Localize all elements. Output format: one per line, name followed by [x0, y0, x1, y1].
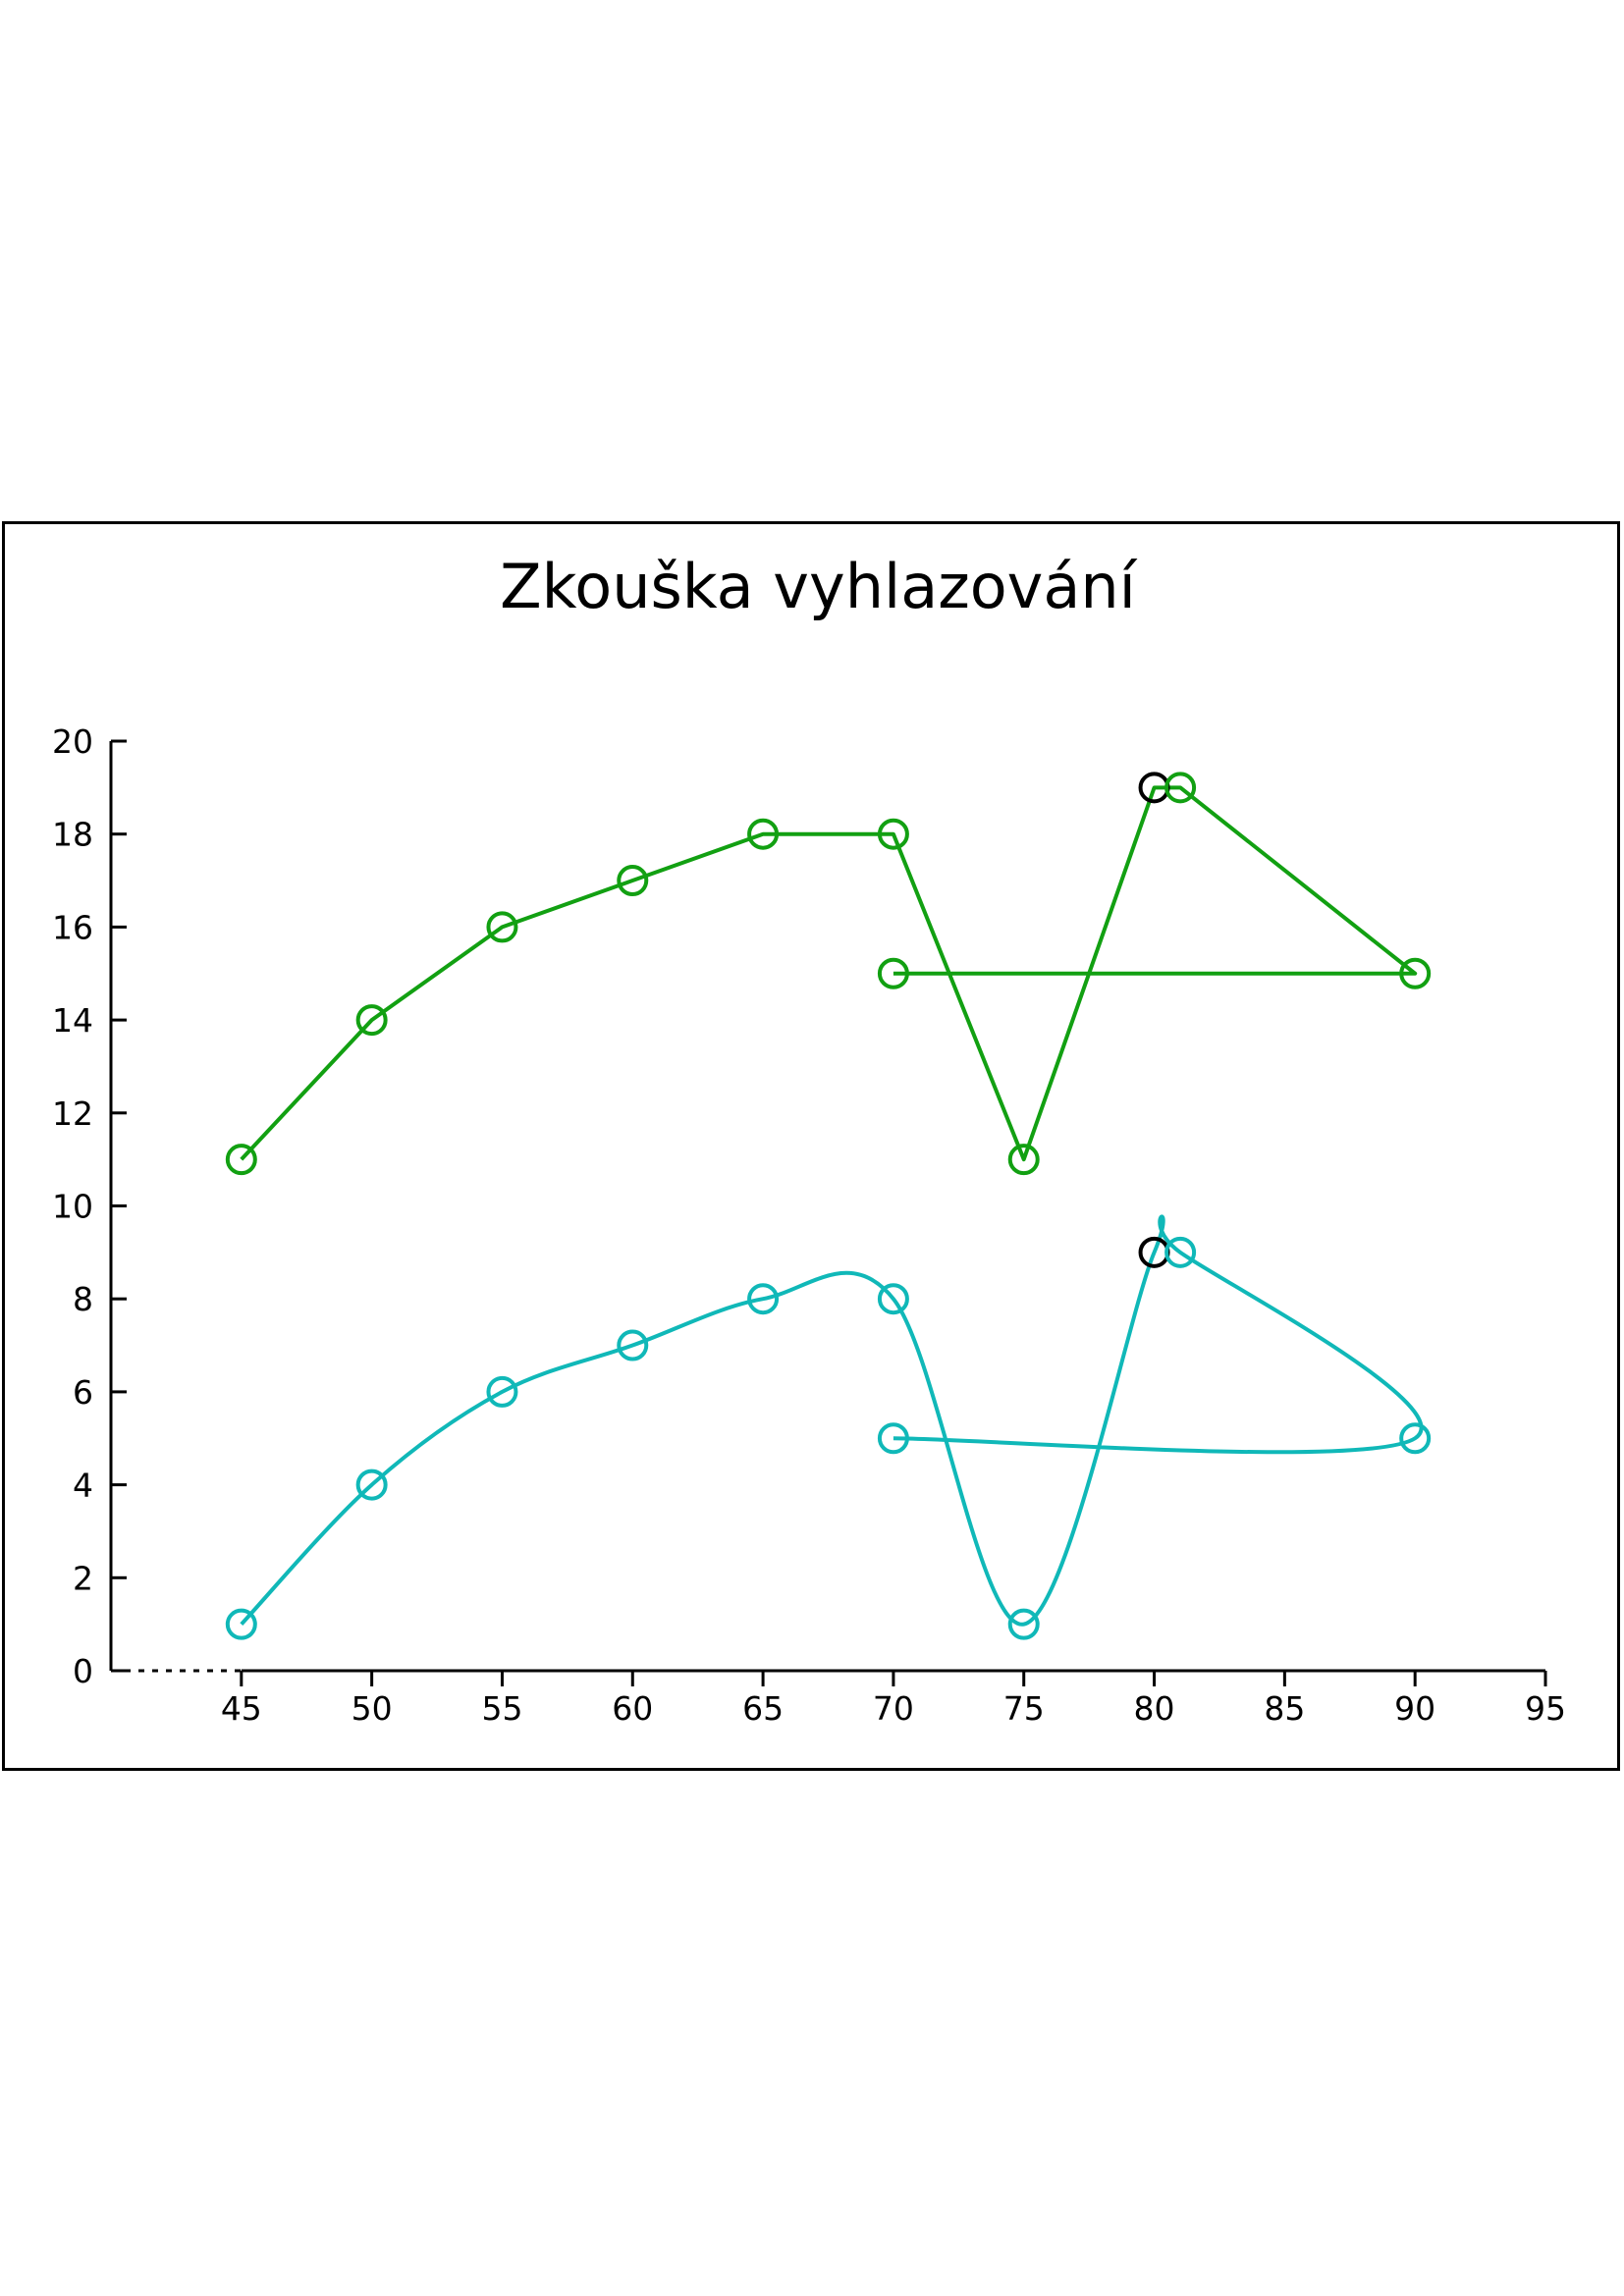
data-point — [877, 1422, 909, 1455]
data-point — [1164, 772, 1197, 804]
x-tick-label: 65 — [742, 1689, 784, 1728]
series-layer — [225, 772, 1432, 1640]
chart-frame: Zkouška vyhlazování 0 2 4 6 8 10 12 14 16 18 20 45 5… — [2, 521, 1620, 1771]
y-tick-label: 20 — [52, 722, 93, 761]
data-point — [355, 1468, 388, 1501]
data-point — [617, 1329, 649, 1362]
y-tick-label: 0 — [73, 1652, 93, 1690]
data-point — [877, 818, 909, 850]
y-tick-label: 2 — [73, 1559, 93, 1597]
data-point — [747, 818, 780, 850]
data-point — [877, 1283, 909, 1315]
y-tick-label: 10 — [52, 1188, 93, 1226]
x-tick-label: 55 — [481, 1689, 522, 1728]
chart-title: Zkouška vyhlazování — [500, 551, 1138, 622]
data-point — [1399, 957, 1432, 989]
x-tick-label: 70 — [873, 1689, 914, 1728]
data-point — [1007, 1144, 1040, 1176]
data-point — [1164, 1236, 1197, 1268]
data-point — [486, 1375, 518, 1408]
x-tick-label: 80 — [1134, 1689, 1175, 1728]
data-point — [877, 957, 909, 989]
x-tick-label: 95 — [1525, 1689, 1566, 1728]
data-point — [1007, 1608, 1040, 1640]
data-point — [486, 911, 518, 943]
series-1-line — [240, 785, 1418, 1162]
series-1 — [225, 772, 1432, 1176]
chart-plot: Zkouška vyhlazování 0 2 4 6 8 10 12 14 16 18 20 45 5… — [52, 551, 1566, 1728]
data-point — [1399, 1422, 1432, 1455]
x-tick-label: 75 — [1003, 1689, 1045, 1728]
x-tick-label: 60 — [612, 1689, 653, 1728]
data-point — [225, 1144, 257, 1176]
data-point — [747, 1283, 780, 1315]
x-tick-label: 45 — [221, 1689, 262, 1728]
data-point — [617, 865, 649, 897]
y-tick-label: 6 — [73, 1373, 93, 1412]
y-tick-label: 16 — [52, 908, 93, 946]
y-tick-label: 8 — [73, 1280, 93, 1318]
x-tick-label: 85 — [1264, 1689, 1305, 1728]
series-2 — [225, 1214, 1432, 1640]
y-tick-label: 12 — [52, 1095, 93, 1133]
y-tick-label: 4 — [73, 1467, 93, 1505]
x-tick-label: 50 — [352, 1689, 393, 1728]
x-tick-label: 90 — [1394, 1689, 1435, 1728]
axes: 0 2 4 6 8 10 12 14 16 18 20 45 50 55 60 65 70 75 80 85 90 95 — [52, 722, 1566, 1728]
series-2-line — [240, 1214, 1424, 1627]
y-tick-label: 14 — [52, 1001, 93, 1040]
data-point — [225, 1608, 257, 1640]
data-point — [355, 1004, 388, 1037]
y-tick-label: 18 — [52, 816, 93, 854]
